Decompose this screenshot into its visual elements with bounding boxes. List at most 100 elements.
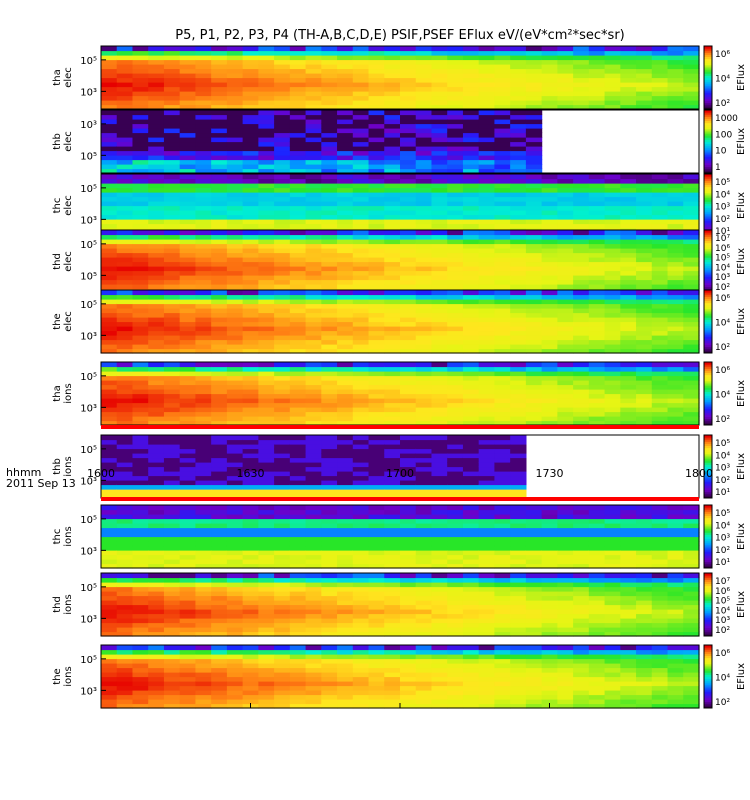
heat-cell: [494, 407, 511, 413]
heat-cell: [573, 362, 590, 368]
heat-cell: [478, 303, 496, 309]
heat-cell: [620, 192, 637, 198]
heat-cell: [573, 73, 590, 79]
heat-cell: [258, 132, 275, 138]
panel-frame: [100, 109, 700, 174]
heat-cell: [289, 609, 307, 615]
heat-cell: [384, 393, 401, 399]
heat-cell: [337, 444, 354, 450]
heat-cell: [321, 371, 338, 377]
heat-cell: [400, 435, 417, 441]
heat-cell: [179, 489, 197, 495]
heat-cell: [337, 505, 354, 511]
heat-cell: [179, 270, 197, 276]
heat-cell: [510, 550, 527, 556]
heat-cell: [337, 95, 354, 101]
heat-cell: [195, 230, 212, 236]
colorbar-segment: [704, 521, 712, 525]
heat-cell: [337, 462, 354, 468]
heat-cell: [462, 210, 480, 216]
heat-cell: [667, 518, 684, 524]
heat-cell: [667, 294, 684, 300]
heat-cell: [384, 317, 401, 323]
heat-cell: [667, 613, 684, 619]
heat-cell: [337, 252, 354, 258]
heat-cell: [274, 389, 291, 395]
heat-cell: [179, 627, 197, 633]
heat-cell: [163, 284, 181, 290]
heat-cell: [258, 326, 275, 332]
heat-cell: [321, 627, 338, 633]
heat-cell: [179, 308, 197, 314]
heat-cell: [431, 407, 448, 413]
heat-cell: [400, 335, 417, 341]
heat-cell: [494, 573, 511, 579]
heat-cell: [163, 514, 181, 520]
heat-cell: [431, 573, 448, 579]
heat-cell: [148, 523, 165, 529]
heat-cell: [415, 270, 433, 276]
heat-cell: [116, 435, 134, 441]
heat-cell: [588, 183, 606, 189]
heat-cell: [384, 183, 401, 189]
heat-cell: [525, 550, 543, 556]
heat-cell: [368, 164, 385, 170]
heat-cell: [400, 627, 417, 633]
heat-cell: [541, 82, 558, 88]
heat-cell: [211, 362, 228, 368]
heat-cell: [289, 444, 307, 450]
heat-cell: [415, 146, 433, 152]
heat-cell: [651, 270, 669, 276]
heat-cell: [179, 275, 197, 281]
heat-cell: [494, 600, 511, 606]
colorbar-segment: [704, 267, 712, 271]
heat-cell: [211, 618, 228, 624]
heat-cell: [384, 366, 401, 372]
heat-cell: [211, 518, 228, 524]
heat-cell: [384, 362, 401, 368]
heat-cell: [274, 270, 291, 276]
heat-cell: [163, 663, 181, 669]
y-tick-label: 10³: [80, 87, 97, 98]
heat-cell: [195, 600, 212, 606]
heat-cell: [431, 210, 448, 216]
heat-cell: [651, 518, 669, 524]
heat-cell: [651, 248, 669, 254]
heat-cell: [163, 435, 181, 441]
heat-cell: [163, 366, 181, 372]
heat-cell: [478, 261, 496, 267]
heat-cell: [242, 123, 259, 129]
heat-cell: [101, 375, 118, 381]
heat-cell: [400, 509, 417, 515]
colorbar-segment: [704, 485, 712, 488]
heat-cell: [462, 91, 480, 97]
heat-cell: [557, 550, 574, 556]
heat-cell: [116, 100, 134, 106]
heat-cell: [494, 514, 511, 520]
heat-cell: [462, 523, 480, 529]
heat-cell: [588, 290, 606, 296]
heat-cell: [132, 523, 149, 529]
heat-cell: [494, 582, 511, 588]
heat-cell: [478, 50, 496, 56]
heat-cell: [274, 439, 291, 445]
heat-cell: [305, 618, 322, 624]
heat-cell: [384, 187, 401, 193]
heat-cell: [337, 439, 354, 445]
heat-cell: [683, 586, 700, 592]
heat-cell: [163, 541, 181, 547]
heat-cell: [195, 266, 212, 272]
colorbar-segment: [704, 542, 712, 546]
heat-cell: [163, 335, 181, 341]
heat-cell: [604, 95, 621, 101]
heat-cell: [337, 178, 354, 184]
heat-cell: [352, 435, 370, 441]
colorbar-segment: [704, 278, 712, 281]
heat-cell: [478, 613, 496, 619]
heat-cell: [683, 243, 700, 249]
heat-cell: [557, 366, 574, 372]
heat-cell: [494, 402, 511, 408]
heat-cell: [510, 582, 527, 588]
heat-cell: [352, 308, 370, 314]
heat-cell: [148, 550, 165, 556]
